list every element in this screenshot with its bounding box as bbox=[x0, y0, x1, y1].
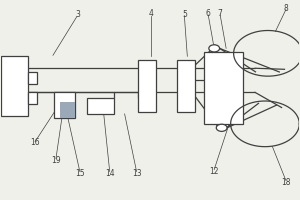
Text: 4: 4 bbox=[149, 9, 154, 18]
Text: 6: 6 bbox=[206, 9, 211, 18]
Circle shape bbox=[209, 45, 220, 52]
FancyBboxPatch shape bbox=[60, 102, 75, 118]
FancyBboxPatch shape bbox=[28, 72, 37, 84]
FancyBboxPatch shape bbox=[1, 56, 28, 116]
Text: 8: 8 bbox=[284, 4, 288, 13]
Text: 3: 3 bbox=[76, 10, 81, 19]
Text: 13: 13 bbox=[132, 169, 141, 178]
FancyBboxPatch shape bbox=[87, 98, 114, 114]
FancyBboxPatch shape bbox=[54, 92, 75, 118]
Text: 5: 5 bbox=[182, 10, 187, 19]
FancyBboxPatch shape bbox=[138, 60, 156, 112]
Text: 16: 16 bbox=[30, 138, 40, 147]
Circle shape bbox=[216, 124, 227, 131]
Text: 18: 18 bbox=[281, 178, 291, 187]
Text: 14: 14 bbox=[105, 169, 115, 178]
FancyBboxPatch shape bbox=[204, 52, 243, 124]
FancyBboxPatch shape bbox=[177, 60, 195, 112]
Text: 7: 7 bbox=[218, 9, 223, 18]
FancyBboxPatch shape bbox=[28, 92, 37, 104]
Text: 12: 12 bbox=[209, 167, 219, 176]
Text: 15: 15 bbox=[75, 169, 85, 178]
Text: 19: 19 bbox=[51, 156, 61, 165]
